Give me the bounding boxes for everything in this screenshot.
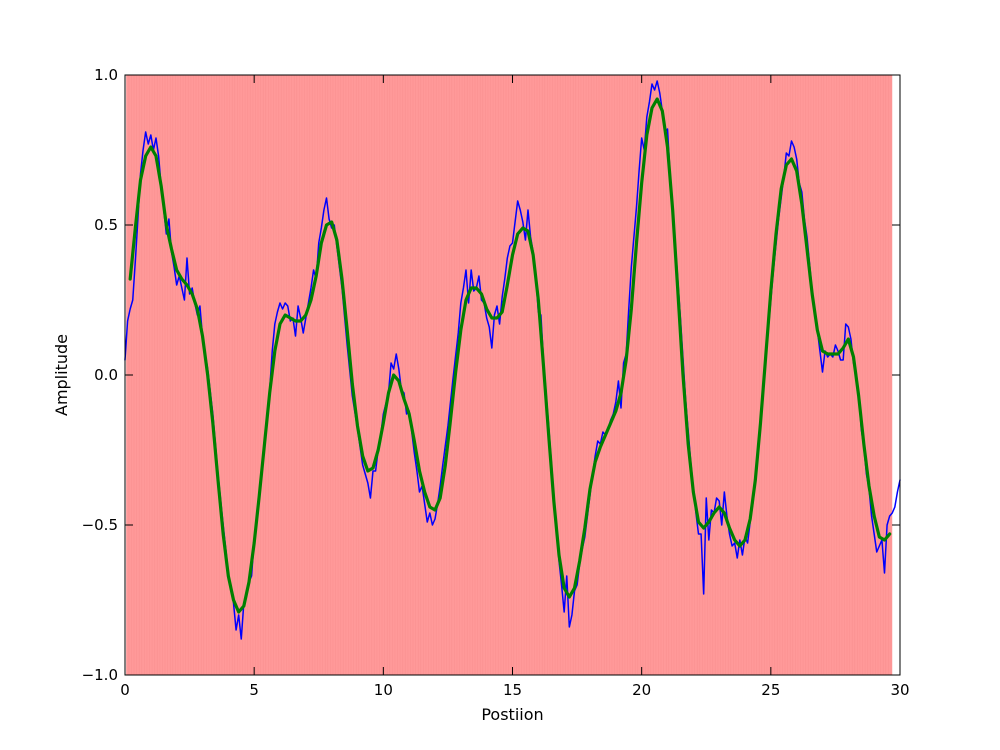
y-tick-label: 1.0: [94, 66, 118, 84]
y-tick-label: −0.5: [82, 516, 118, 534]
tick-layer: 0 5 10 15 20 25 30 −1.0 −0.5 0.0 0.5 1.0: [82, 66, 910, 699]
series-line-2: [128, 97, 892, 614]
y-tick-label: 0.5: [94, 216, 118, 234]
background-band-layer: [125, 75, 893, 675]
y-tick-label: 0.0: [94, 366, 118, 384]
y-tick-label: −1.0: [82, 666, 118, 684]
x-axis-label: Postiion: [481, 705, 543, 724]
x-tick-label: 15: [503, 681, 522, 699]
y-axis-label: Amplitude: [52, 334, 71, 416]
x-tick-label: 20: [632, 681, 651, 699]
x-tick-label: 25: [761, 681, 780, 699]
x-tick-label: 10: [374, 681, 393, 699]
series-layer: [124, 80, 901, 640]
x-tick-label: 30: [890, 681, 909, 699]
x-tick-label: 5: [249, 681, 259, 699]
x-tick-label: 0: [120, 681, 130, 699]
